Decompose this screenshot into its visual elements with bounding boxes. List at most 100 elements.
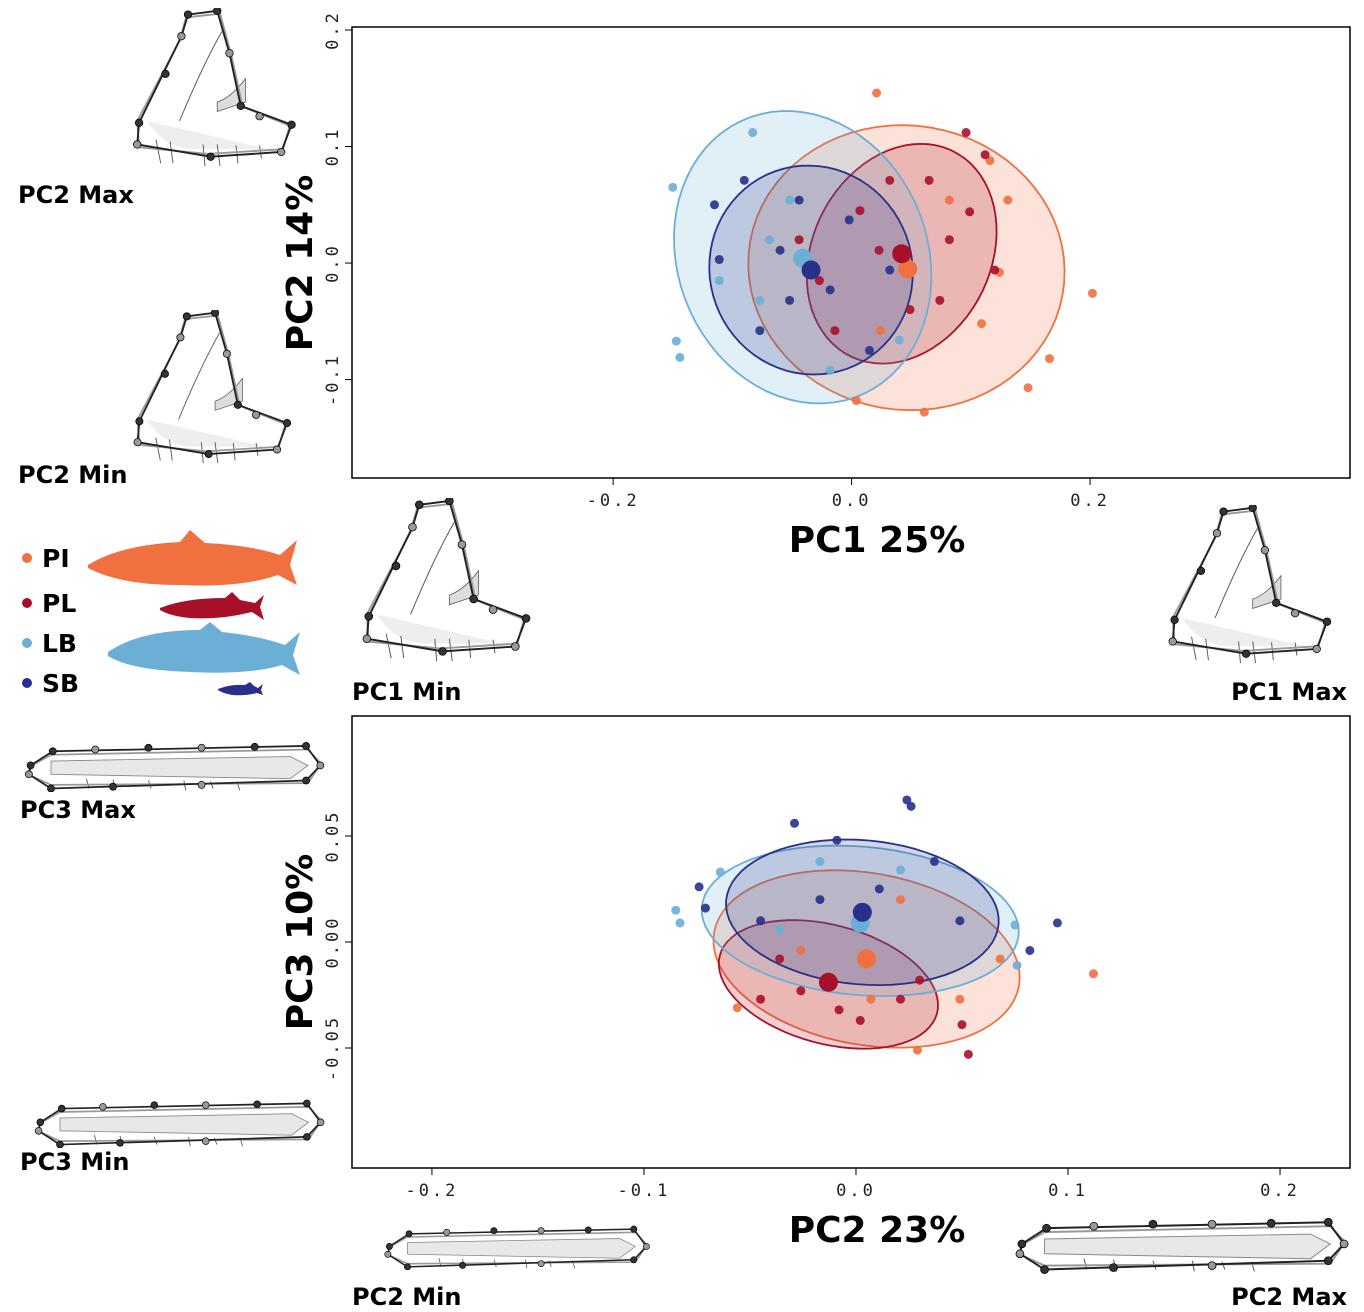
x-tick-label: -0.2 [587,491,640,511]
data-point [764,235,774,245]
data-point [935,295,945,305]
x-tick-label: 0.2 [1070,491,1110,511]
data-point [714,255,724,265]
data-point [902,795,912,805]
x-tick-label: -0.2 [405,1181,458,1201]
data-point [885,175,895,185]
data-point [912,1045,922,1055]
legend-marker [22,638,32,648]
plot-frame [351,26,1351,479]
data-point [896,895,906,905]
data-point [874,245,884,255]
data-point [814,276,824,286]
legend-label: SB [42,669,79,698]
legend-label: PL [42,589,76,618]
data-point [990,265,1000,275]
data-point [896,994,906,1004]
data-point [872,88,882,98]
data-point [830,326,840,336]
shape-label: PC2 Min [352,1283,461,1311]
y-axis-title: PC3 10% [280,854,321,1031]
data-point [794,195,804,205]
data-point [1023,383,1033,393]
data-point [905,305,915,315]
legend-label: PI [42,544,70,573]
data-point [834,1005,844,1015]
data-point [675,352,685,362]
data-point [955,916,965,926]
data-point [874,884,884,894]
data-point [1088,969,1098,979]
shape-label: PC3 Max [20,796,136,824]
data-point [875,326,885,336]
legend-label: LB [42,629,77,658]
data-point [668,182,678,192]
data-point [748,128,758,138]
data-point [715,867,725,877]
shape-label: PC3 Min [20,1148,129,1176]
data-point [815,856,825,866]
data-point [789,818,799,828]
data-point [825,285,835,295]
data-point [815,895,825,905]
data-point [955,994,965,1004]
group-centroid [852,902,872,922]
data-point [1052,918,1062,928]
data-point [980,150,990,160]
data-point [855,1015,865,1025]
data-point [963,1049,973,1059]
data-point [756,916,766,926]
group-centroid [801,260,821,280]
data-point [825,365,835,375]
legend-marker [22,553,32,563]
data-point [1025,945,1035,955]
data-point [775,924,785,934]
data-point [1003,195,1013,205]
data-point [851,396,861,406]
shape-label: PC1 Min [352,678,461,706]
data-point [1045,354,1055,364]
y-tick-label: 0.1 [323,127,343,167]
data-point [977,319,987,329]
x-tick-label: 0.2 [1260,1181,1300,1201]
y-tick-label: 0.0 [323,243,343,283]
data-point [1010,920,1020,930]
data-point [924,175,934,185]
x-tick-label: -0.1 [617,1181,670,1201]
x-axis-title: PC2 23% [789,1210,966,1251]
group-centroid [898,259,918,279]
y-tick-label: 0.2 [323,10,343,50]
shape-label: PC2 Max [18,181,134,209]
data-point [1012,960,1022,970]
data-point [675,918,685,928]
data-point [929,856,939,866]
data-point [709,200,719,210]
data-point [995,954,1005,964]
data-point [700,903,710,913]
data-point [915,975,925,985]
y-axis-title: PC2 14% [280,175,321,352]
shape-label: PC2 Max [1231,1283,1347,1311]
y-tick-label: -0.1 [323,353,343,406]
data-point [785,295,795,305]
fish-silhouettes [88,530,300,696]
data-point [885,265,895,275]
data-point [944,195,954,205]
data-point [796,986,806,996]
data-point [866,994,876,1004]
shape-label: PC1 Max [1231,678,1347,706]
data-point [957,1020,967,1030]
x-axis-title: PC1 25% [789,520,966,561]
data-point [944,235,954,245]
data-point [755,295,765,305]
data-point [832,835,842,845]
group-centroid [857,949,877,969]
data-point [756,994,766,1004]
plot-area [668,88,1097,417]
y-tick-label: 0.05 [323,810,343,863]
y-tick-label: 0.00 [323,916,343,969]
y-tick-label: -0.05 [323,1015,343,1081]
data-point [844,215,854,225]
data-point [906,801,916,811]
legend-marker [22,678,32,688]
